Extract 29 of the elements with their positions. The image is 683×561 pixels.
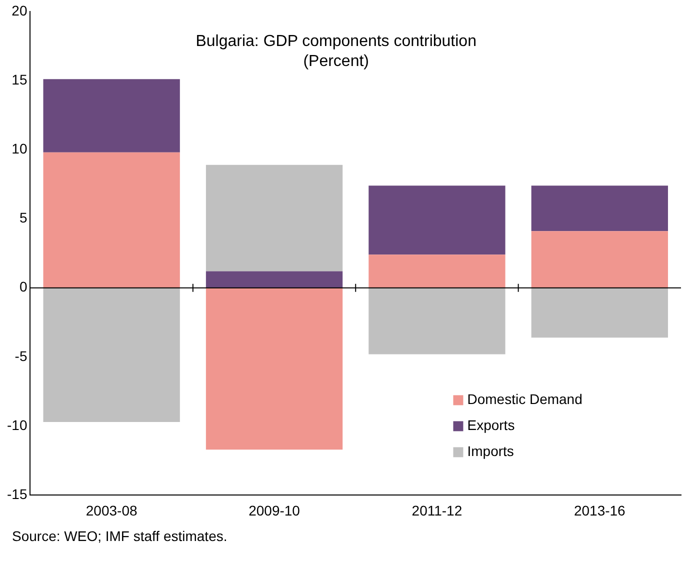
bar <box>368 254 506 288</box>
y-tick-label: 10 <box>12 140 28 156</box>
y-tick-label: 15 <box>12 71 28 88</box>
bar <box>43 79 180 152</box>
bar <box>531 231 668 288</box>
legend-label: Exports <box>467 417 515 434</box>
bar <box>206 288 343 450</box>
y-tick-label: -10 <box>7 416 28 433</box>
bar <box>531 186 668 232</box>
y-tick-label: -5 <box>14 348 28 364</box>
bar <box>43 152 180 288</box>
bar <box>531 288 668 338</box>
x-tick-label: 2011-12 <box>412 502 462 518</box>
bar <box>206 271 343 288</box>
y-tick-label: 5 <box>19 210 28 226</box>
source-note: Source: WEO; IMF staff estimates. <box>11 528 228 544</box>
x-tick-label: 2003-08 <box>86 502 138 518</box>
bar <box>206 164 343 272</box>
y-tick-label: 0 <box>19 278 28 295</box>
bar <box>368 186 506 255</box>
legend-label: Domestic Demand <box>467 391 582 408</box>
y-tick-label: 20 <box>12 2 28 18</box>
legend-label: Imports <box>467 443 514 460</box>
text: Bulgaria: GDP components contribution (Percent) <box>196 32 476 70</box>
bar <box>43 288 180 422</box>
x-tick-label: 2013-16 <box>574 502 626 518</box>
bar <box>368 288 506 354</box>
y-tick-label: -15 <box>7 486 28 502</box>
x-tick-label: 2009-10 <box>248 502 300 518</box>
